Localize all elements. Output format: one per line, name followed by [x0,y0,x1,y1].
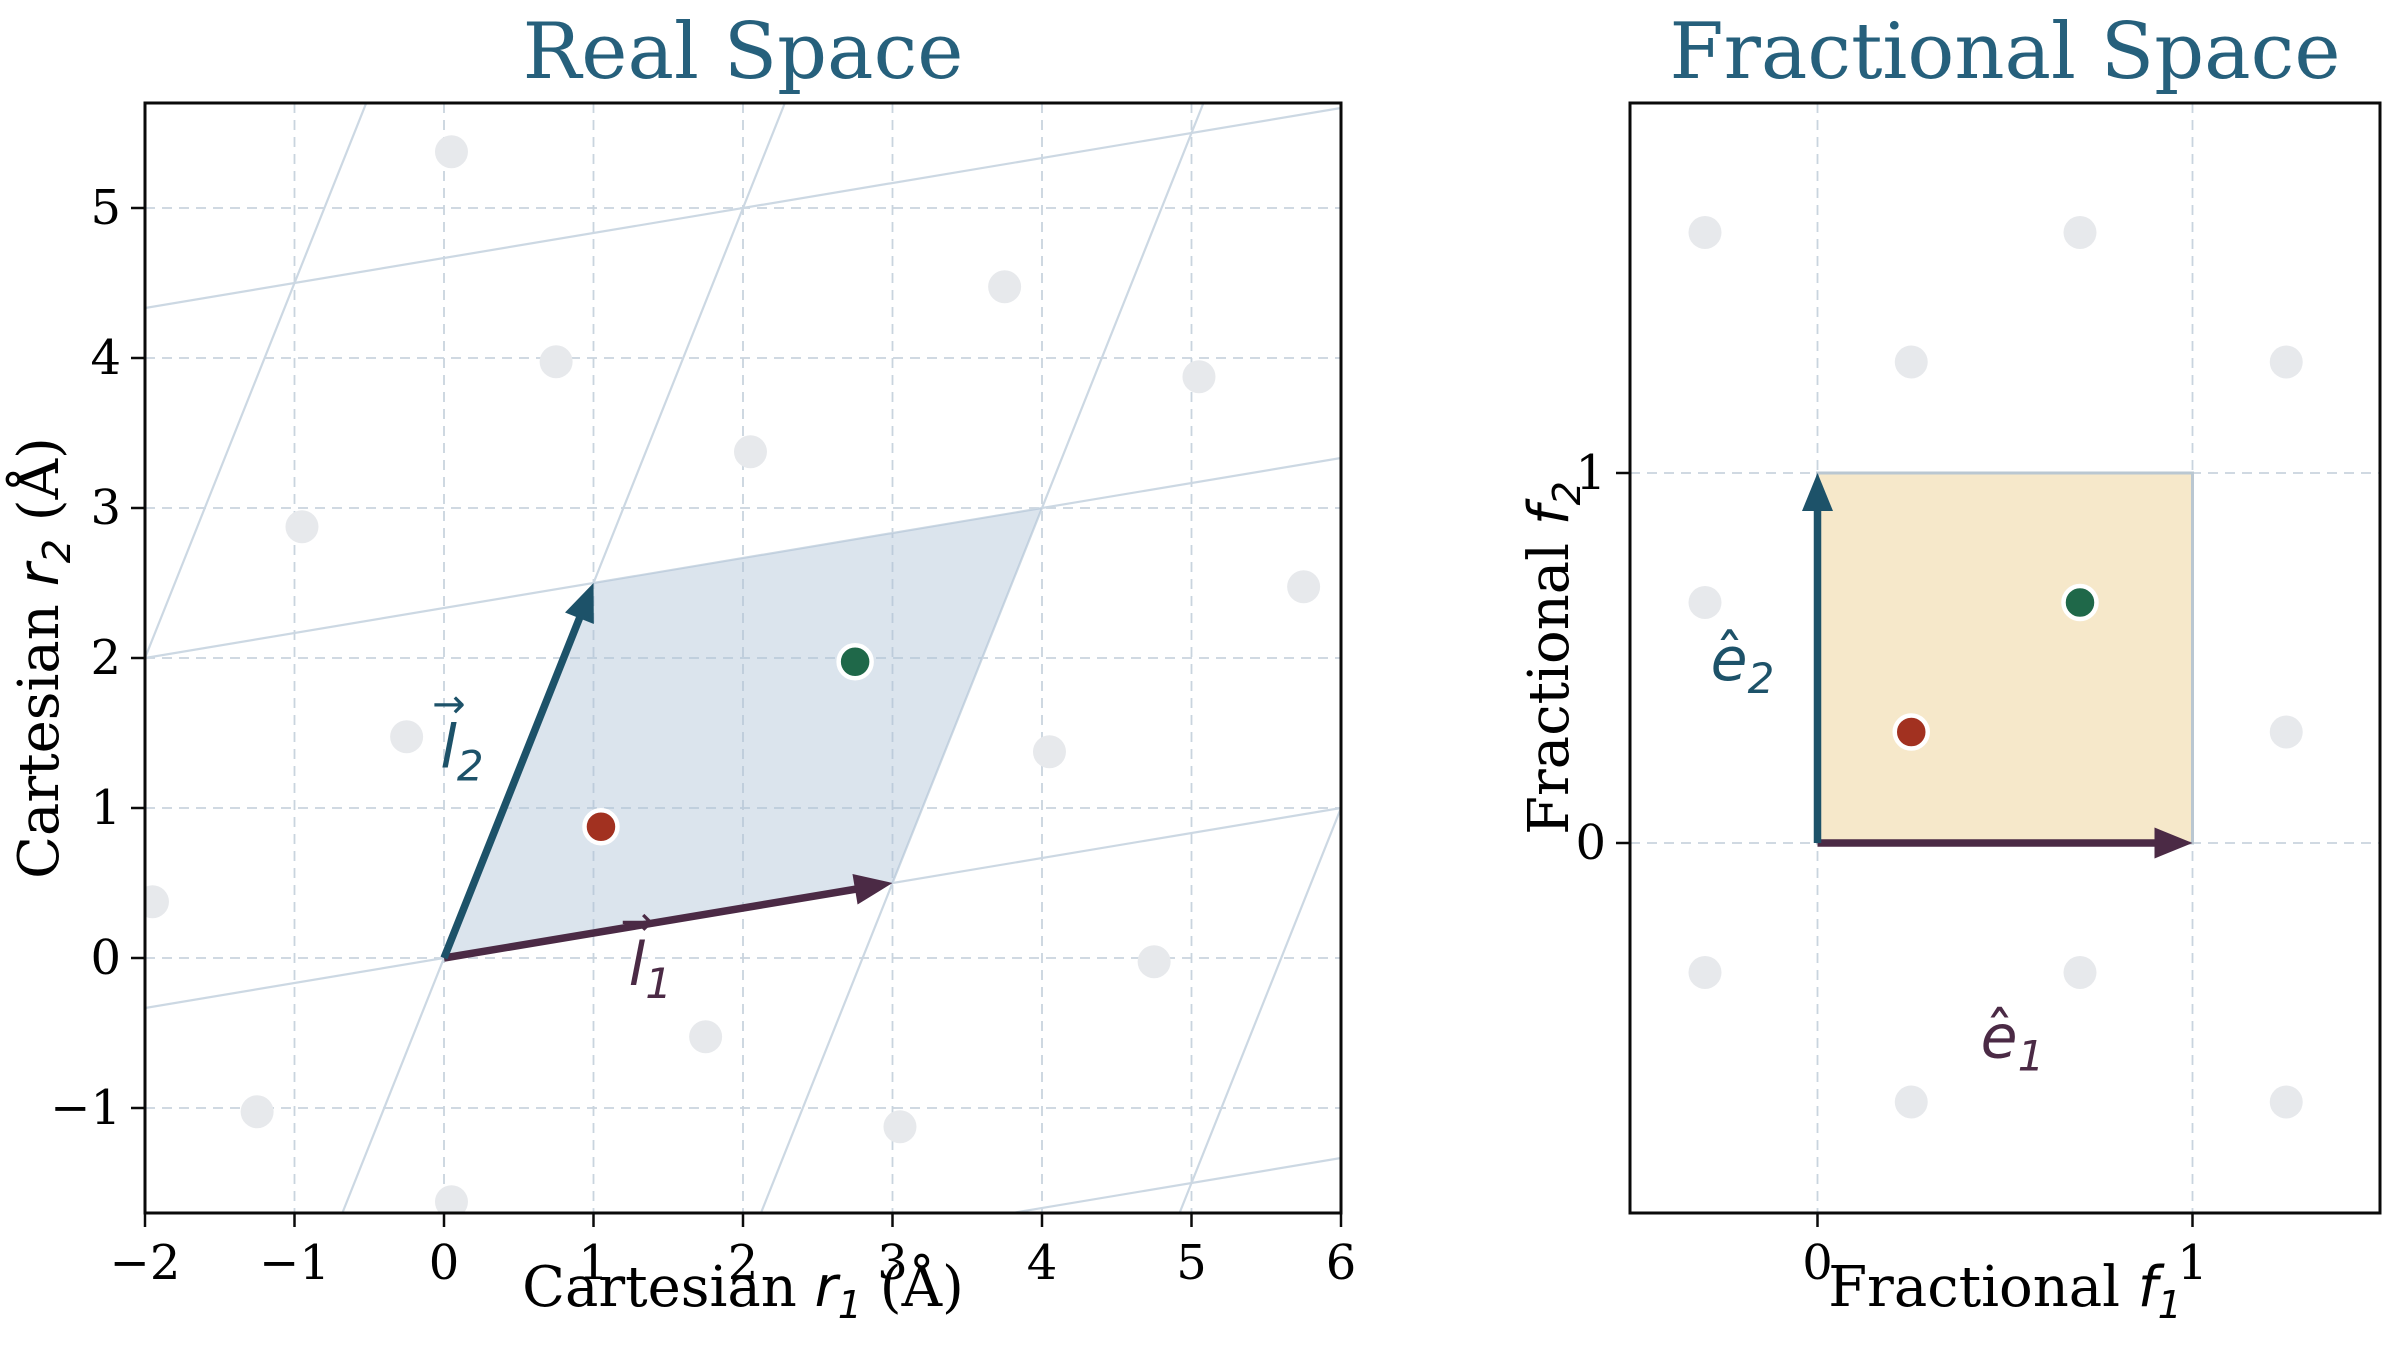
x-tick-label: −2 [110,1235,181,1291]
y-tick-label: 5 [90,180,121,236]
ghost-atom [434,1185,468,1213]
axis-label-text: Cartesian [522,1255,815,1320]
y-tick-label: −1 [50,1080,121,1136]
real-space-title: Real Space [522,7,964,97]
ghost-atom [1032,735,1066,769]
y-tick-label: 4 [90,330,121,386]
x-tick-label: 3 [877,1235,908,1291]
fractional-y-axis-label: Fractional f2 [1510,208,1590,1108]
lattice-line-l2 [1178,805,1341,1213]
lattice-line-l1 [145,106,1341,310]
vector-e2-label: e2 [1711,625,1775,703]
ghost-atom [988,270,1022,304]
ghost-atom [2269,1085,2303,1119]
real-x-axis-label: Cartesian r1 (Å) [145,1248,1341,1328]
ghost-atom [1287,570,1321,604]
y-tick-label: 1 [90,780,121,836]
ghost-atom [390,720,424,754]
atom-red [1892,713,1930,751]
ghost-atom [1688,956,1722,989]
ghost-atom [1688,586,1722,619]
ghost-atom [733,435,767,469]
x-tick-label: 1 [2177,1235,2208,1291]
vector-e1-head [2154,827,2193,859]
x-tick-label: 2 [728,1235,759,1291]
ghost-atom [434,135,468,169]
atom-green [836,643,874,681]
axis-label-text: Fractional [1517,525,1582,835]
x-tick-label: 5 [1176,1235,1207,1291]
x-tick-label: 1 [578,1235,609,1291]
y-tick-label: 3 [90,480,121,536]
x-tick-label: 0 [1802,1235,1833,1291]
real-y-axis-label: Cartesian r2 (Å) [0,208,80,1108]
lattice-line-l1 [145,456,1341,660]
axis-label-variable: r [814,1255,838,1320]
vector-e1-accent: ˆ [1985,1000,2014,1068]
y-tick-label: 2 [90,630,121,686]
axis-label-subscript: 1 [2157,1283,2182,1328]
y-tick-label: 0 [1575,815,1606,871]
ghost-atom [1137,945,1171,979]
axis-label-variable: f [1517,505,1582,526]
ghost-atom [2063,956,2097,989]
vector-e2-accent: ˆ [1715,622,1744,690]
axis-label-subscript: 2 [1545,481,1590,506]
axis-label-variable: r [7,563,72,587]
x-tick-label: −1 [259,1235,330,1291]
fractional-x-axis-label: Fractional f1 [1630,1248,2380,1328]
vector-l1-head [852,873,893,905]
ghost-atom [689,1020,723,1054]
ghost-atom [539,345,573,379]
vector-l1-shaft [443,883,866,962]
axis-label-unit: (Å) [7,437,72,540]
lattice-line-l1 [1005,1156,1341,1213]
atom-red [582,808,620,846]
vector-e1-label: e1 [1981,1003,2045,1081]
vector-l1-label: l1 [629,930,672,1008]
ghost-atom [1182,360,1216,394]
axis-label-subscript: 2 [35,539,80,564]
ghost-atom [1894,345,1928,379]
ghost-atom [240,1095,274,1129]
axis-label-subscript: 1 [837,1283,862,1328]
unit-cell [1816,471,2194,845]
x-tick-label: 4 [1027,1235,1058,1291]
axis-label-text: Fractional [1828,1255,2138,1320]
y-tick-label: 0 [90,930,121,986]
x-tick-label: 0 [429,1235,460,1291]
atom-green [2061,583,2099,622]
vector-l2-label: l2 [440,713,483,791]
axis-label-unit: (Å) [861,1255,964,1320]
vector-l2-head [565,583,594,625]
vector-l2-accent: → [432,682,466,728]
fractional-plot-area [1630,103,2380,1213]
ghost-atom [285,510,319,544]
ghost-atom [145,885,169,919]
ghost-atom [1688,216,1722,249]
vector-l1-accent: → [621,899,655,945]
lattice-line-l2 [759,103,1205,1213]
fractional-space-title: Fractional Space [1669,7,2341,97]
ghost-atom [2269,345,2303,379]
ghost-atom [2269,715,2303,749]
y-tick-label: 1 [1575,445,1606,501]
ghost-atom [2063,216,2097,249]
axis-label-text: Cartesian [7,586,72,879]
ghost-atom [1894,1085,1928,1119]
axis-label-variable: f [2137,1255,2158,1320]
ghost-atom [883,1110,917,1144]
vector-l2-shaft [440,607,587,960]
vector-e2-head [1802,473,1833,511]
fractional-plot-spines [1628,101,2382,1215]
x-tick-label: 6 [1326,1235,1357,1291]
